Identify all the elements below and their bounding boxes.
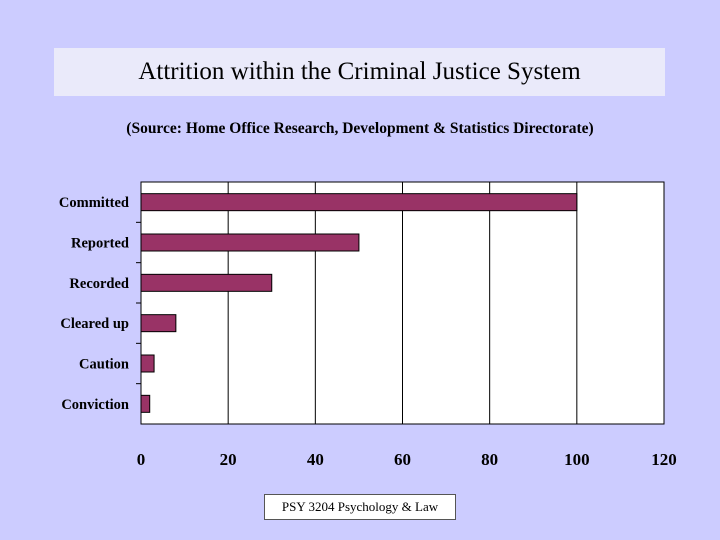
gridlines: [227, 182, 578, 424]
x-tick-label: 40: [307, 450, 324, 469]
bars: [140, 193, 578, 413]
chart-title: Attrition within the Criminal Justice Sy…: [138, 58, 581, 85]
bar-caution: [140, 354, 155, 373]
bar-cleared-up: [140, 314, 177, 333]
x-tick-label: 120: [651, 450, 677, 469]
category-label: Reported: [71, 236, 129, 252]
footer-caption: PSY 3204 Psychology & Law: [264, 494, 456, 520]
category-label: Committed: [59, 195, 129, 211]
category-label: Cleared up: [60, 316, 129, 332]
title-box: Attrition within the Criminal Justice Sy…: [54, 48, 665, 96]
category-label: Caution: [79, 357, 129, 373]
x-tick-label: 0: [137, 450, 146, 469]
bar-conviction: [140, 394, 151, 413]
x-tick-labels: 0 20 40 60 80 100 120: [137, 450, 677, 469]
category-label: Recorded: [69, 276, 129, 292]
bar-reported: [140, 233, 360, 252]
x-tick-label: 20: [220, 450, 237, 469]
footer-text: PSY 3204 Psychology & Law: [281, 499, 439, 514]
bar-recorded: [140, 273, 273, 292]
x-tick-label: 100: [564, 450, 590, 469]
bar-committed: [140, 193, 578, 212]
chart-subtitle: (Source: Home Office Research, Developme…: [126, 120, 594, 137]
category-labels: Committed Reported Recorded Cleared up Cauti…: [59, 195, 129, 413]
x-tick-label: 80: [481, 450, 498, 469]
x-tick-label: 60: [394, 450, 411, 469]
category-label: Conviction: [61, 397, 129, 413]
y-axis-ticks: [136, 221, 141, 385]
